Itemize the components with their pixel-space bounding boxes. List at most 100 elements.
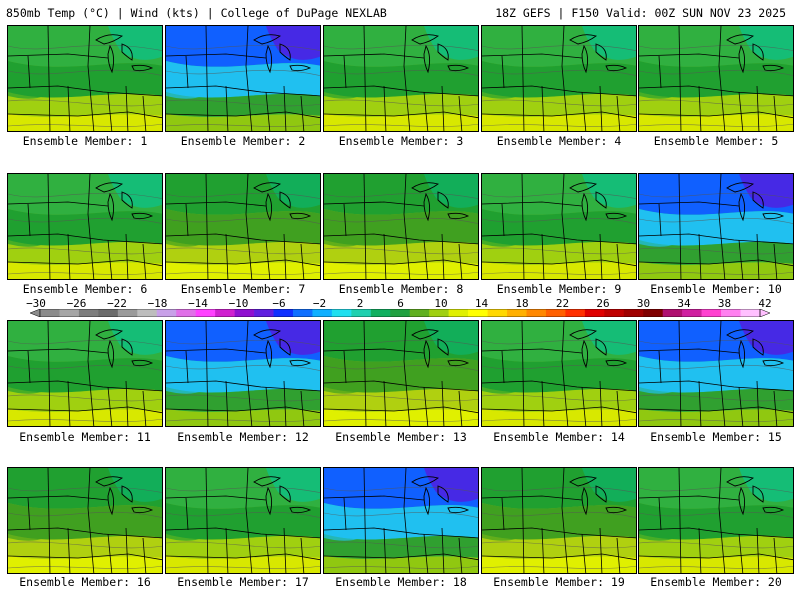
ensemble-member-label: Ensemble Member: 16 bbox=[19, 575, 151, 589]
ensemble-member-label: Ensemble Member: 20 bbox=[650, 575, 782, 589]
color-scale-tick-label: −22 bbox=[107, 297, 127, 310]
color-scale-tick-label: 22 bbox=[555, 297, 570, 310]
color-scale-tick-label: 10 bbox=[434, 297, 448, 310]
ensemble-member-label: Ensemble Member: 12 bbox=[177, 430, 309, 444]
color-scale-tick-label: 26 bbox=[596, 297, 610, 310]
color-scale-bar bbox=[30, 309, 770, 317]
color-scale-cell bbox=[507, 309, 527, 317]
ensemble-member-map bbox=[481, 320, 637, 427]
color-scale-cell bbox=[98, 309, 119, 317]
color-scale-tick-label: −18 bbox=[147, 297, 168, 310]
color-scale-tick-label: 34 bbox=[677, 297, 691, 310]
color-scale-cell bbox=[312, 309, 333, 317]
ensemble-member-map bbox=[481, 25, 637, 132]
map-title: 850mb Temp (°C) | Wind (kts) | College o… bbox=[6, 6, 387, 20]
color-scale-cell bbox=[215, 309, 235, 317]
ensemble-member-label: Ensemble Member: 10 bbox=[650, 282, 782, 296]
ensemble-member-map bbox=[7, 25, 163, 132]
ensemble-member-map bbox=[638, 320, 794, 427]
ensemble-member-label: Ensemble Member: 5 bbox=[653, 134, 779, 148]
ensemble-member-label: Ensemble Member: 7 bbox=[180, 282, 306, 296]
color-scale-tick-label: −6 bbox=[272, 297, 286, 310]
color-scale-tick-label: −30 bbox=[26, 297, 46, 310]
ensemble-member-label: Ensemble Member: 13 bbox=[335, 430, 467, 444]
ensemble-member-label: Ensemble Member: 2 bbox=[180, 134, 306, 148]
color-scale-tick-label: −26 bbox=[66, 297, 87, 310]
color-scale-cell bbox=[545, 309, 566, 317]
ensemble-member-map bbox=[7, 320, 163, 427]
color-scale-cell bbox=[487, 309, 508, 317]
color-scale-cell bbox=[701, 309, 722, 317]
color-scale-cell bbox=[117, 309, 138, 317]
color-scale-cell bbox=[468, 309, 488, 317]
ensemble-member-label: Ensemble Member: 8 bbox=[338, 282, 464, 296]
ensemble-member-map bbox=[165, 25, 321, 132]
ensemble-member-label: Ensemble Member: 14 bbox=[493, 430, 625, 444]
ensemble-member-map bbox=[165, 467, 321, 574]
color-scale-cell bbox=[643, 309, 664, 317]
color-scale-cell bbox=[721, 309, 741, 317]
color-scale-tick-label: −10 bbox=[228, 297, 249, 310]
ensemble-member-map bbox=[638, 467, 794, 574]
color-scale-cell bbox=[292, 309, 313, 317]
color-scale-tick-label: 18 bbox=[515, 297, 529, 310]
ensemble-member-map bbox=[7, 173, 163, 280]
color-scale-cell bbox=[390, 309, 411, 317]
ensemble-member-map bbox=[481, 467, 637, 574]
color-scale-cell bbox=[604, 309, 625, 317]
color-scale-cell bbox=[273, 309, 294, 317]
ensemble-member-map bbox=[7, 467, 163, 574]
ensemble-member-label: Ensemble Member: 4 bbox=[496, 134, 622, 148]
ensemble-member-label: Ensemble Member: 1 bbox=[22, 134, 148, 148]
color-scale-cell bbox=[195, 309, 216, 317]
run-info: 18Z GEFS | F150 Valid: 00Z SUN NOV 23 20… bbox=[495, 6, 786, 20]
color-scale-cell bbox=[176, 309, 196, 317]
ensemble-member-label: Ensemble Member: 19 bbox=[493, 575, 625, 589]
ensemble-member-label: Ensemble Member: 17 bbox=[177, 575, 309, 589]
ensemble-member-map bbox=[165, 173, 321, 280]
color-scale-cell bbox=[409, 309, 430, 317]
ensemble-member-map bbox=[481, 173, 637, 280]
ensemble-member-map bbox=[323, 173, 479, 280]
ensemble-member-label: Ensemble Member: 15 bbox=[650, 430, 782, 444]
ensemble-member-map bbox=[323, 467, 479, 574]
color-scale-tick-label: 2 bbox=[356, 297, 364, 310]
color-scale-tick-label: 14 bbox=[474, 297, 489, 310]
ensemble-member-label: Ensemble Member: 6 bbox=[22, 282, 148, 296]
color-scale-cell bbox=[254, 309, 274, 317]
color-scale-cell bbox=[448, 309, 469, 317]
ensemble-member-map bbox=[323, 25, 479, 132]
color-scale-cell bbox=[526, 309, 547, 317]
color-scale-cell bbox=[623, 309, 644, 317]
ensemble-member-map bbox=[165, 320, 321, 427]
color-scale-cell bbox=[156, 309, 177, 317]
color-scale-cell bbox=[351, 309, 372, 317]
color-scale-tick-label: 38 bbox=[717, 297, 732, 310]
color-scale-tick-label: −2 bbox=[312, 297, 327, 310]
color-scale-cell bbox=[137, 309, 158, 317]
color-scale-cell bbox=[370, 309, 391, 317]
ensemble-member-map bbox=[638, 173, 794, 280]
color-scale-cell bbox=[59, 309, 80, 317]
color-scale-min-arrow bbox=[30, 309, 41, 317]
ensemble-member-label: Ensemble Member: 3 bbox=[338, 134, 464, 148]
ensemble-member-label: Ensemble Member: 18 bbox=[335, 575, 467, 589]
color-scale-cell bbox=[682, 309, 702, 317]
color-scale-tick-label: −14 bbox=[188, 297, 208, 310]
ensemble-member-map bbox=[323, 320, 479, 427]
color-scale-cell bbox=[78, 309, 99, 317]
color-scale-tick-label: 6 bbox=[397, 297, 404, 310]
color-scale-max-arrow bbox=[759, 309, 770, 317]
color-scale-tick-label: 42 bbox=[758, 297, 772, 310]
color-scale-tick-label: 30 bbox=[636, 297, 651, 310]
ensemble-member-label: Ensemble Member: 9 bbox=[496, 282, 622, 296]
color-scale-cell bbox=[234, 309, 255, 317]
color-scale-cell bbox=[565, 309, 586, 317]
color-scale-cell bbox=[331, 309, 352, 317]
color-scale-cell bbox=[662, 309, 683, 317]
color-scale-cell bbox=[40, 309, 60, 317]
color-scale-cell bbox=[584, 309, 605, 317]
ensemble-member-label: Ensemble Member: 11 bbox=[19, 430, 151, 444]
color-scale-cell bbox=[429, 309, 449, 317]
ensemble-member-map bbox=[638, 25, 794, 132]
